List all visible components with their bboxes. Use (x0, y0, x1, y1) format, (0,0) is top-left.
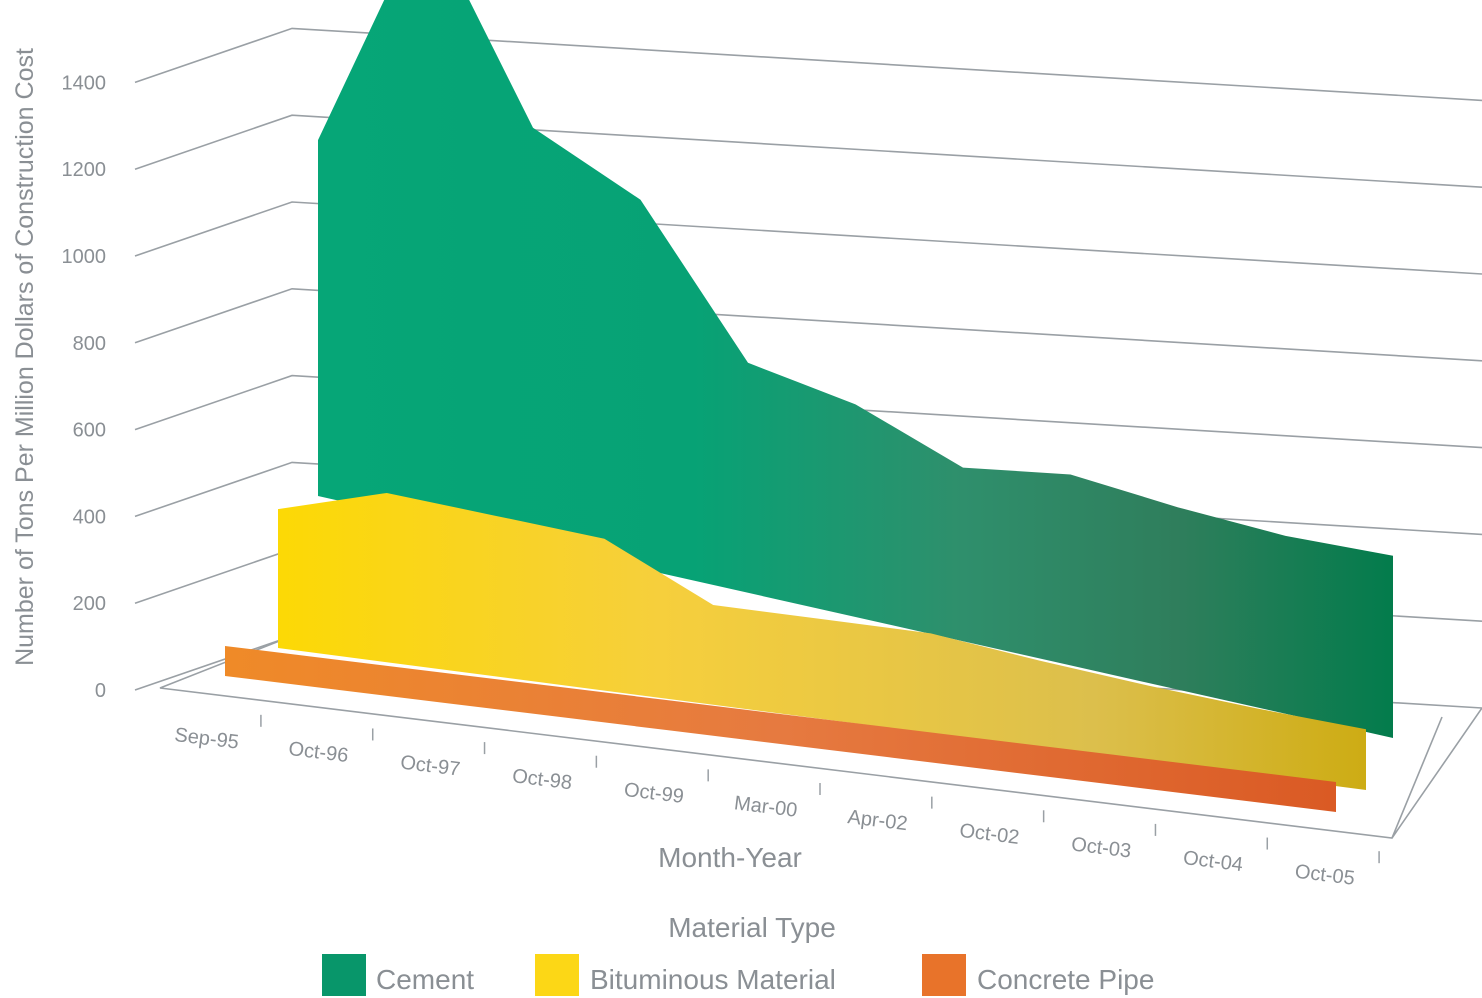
legend-label-concrete-pipe: Concrete Pipe (977, 964, 1154, 995)
gridline (134, 27, 1482, 102)
x-tick-label: Oct-97 (399, 752, 461, 781)
grid (134, 27, 1482, 709)
gridline (134, 374, 1482, 449)
x-tick-label: Oct-98 (511, 765, 573, 794)
x-tick-label: Oct-05 (1294, 861, 1356, 890)
y-tick-label: 0 (95, 680, 106, 702)
legend-label-bituminous: Bituminous Material (590, 964, 836, 995)
legend-swatch-bituminous (535, 954, 579, 996)
x-tick-label: Oct-02 (958, 820, 1020, 849)
x-tick-label: Oct-99 (623, 779, 685, 808)
y-tick-label: 1000 (62, 246, 107, 268)
x-tick-label: Oct-03 (1070, 833, 1132, 862)
x-axis-title: Month-Year (658, 842, 802, 873)
x-tick-label: Sep-95 (173, 724, 240, 754)
x-tick-label: Oct-04 (1182, 847, 1244, 876)
x-tick-label: Oct-96 (287, 738, 349, 767)
legend-swatch-cement (322, 954, 366, 996)
gridline (134, 201, 1482, 275)
area-bituminous (278, 492, 1366, 790)
y-tick-label: 600 (73, 420, 106, 442)
x-tick-label: Mar-00 (733, 792, 799, 822)
gridline (134, 287, 1482, 362)
series-areas (225, 0, 1393, 812)
y-tick-label: 200 (73, 593, 106, 615)
tick-labels: 0 200 400 600 800 1000 1200 1400 Sep-95 Oct-96 Oct… (62, 72, 1356, 889)
area-concrete-pipe (225, 646, 1336, 812)
legend: Material Type Cement Bituminous Material… (322, 912, 1154, 996)
legend-swatch-concrete-pipe (922, 954, 966, 996)
x-tick-label: Apr-02 (846, 806, 908, 835)
legend-label-cement: Cement (376, 964, 474, 995)
y-tick-label: 1400 (62, 72, 107, 94)
legend-title: Material Type (668, 912, 836, 943)
y-axis-title: Number of Tons Per Million Dollars of Co… (11, 48, 39, 666)
y-tick-label: 800 (73, 333, 106, 355)
gridline (134, 114, 1482, 188)
y-tick-label: 1200 (62, 159, 107, 181)
y-tick-label: 400 (73, 506, 106, 528)
floor-right-edge (1391, 716, 1443, 839)
